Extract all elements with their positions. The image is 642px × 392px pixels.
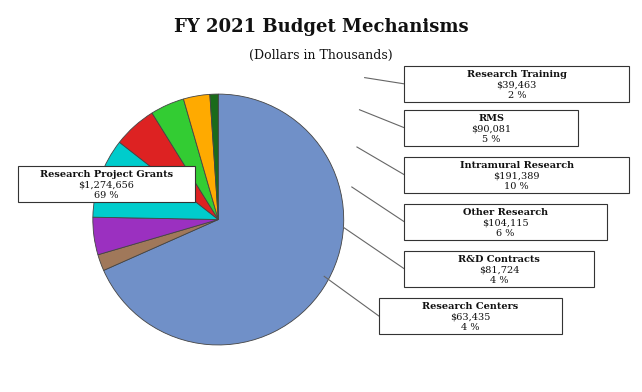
- Wedge shape: [152, 99, 218, 220]
- Text: 4 %: 4 %: [461, 323, 480, 332]
- Text: Research Centers: Research Centers: [422, 302, 518, 311]
- Wedge shape: [210, 94, 218, 220]
- Text: $39,463: $39,463: [497, 80, 537, 89]
- Text: Other Research: Other Research: [463, 208, 548, 217]
- Wedge shape: [98, 220, 218, 270]
- Text: FY 2021 Budget Mechanisms: FY 2021 Budget Mechanisms: [174, 18, 468, 36]
- Text: $104,115: $104,115: [482, 218, 529, 227]
- Text: 10 %: 10 %: [505, 182, 529, 191]
- Wedge shape: [103, 94, 343, 345]
- Text: (Dollars in Thousands): (Dollars in Thousands): [249, 49, 393, 62]
- Text: $90,081: $90,081: [471, 124, 511, 133]
- Text: 4 %: 4 %: [490, 276, 508, 285]
- Text: RMS: RMS: [478, 114, 504, 123]
- Wedge shape: [93, 217, 218, 255]
- Text: 5 %: 5 %: [482, 135, 500, 144]
- Wedge shape: [93, 142, 218, 220]
- Text: Research Training: Research Training: [467, 70, 567, 79]
- Wedge shape: [184, 94, 218, 220]
- Text: $81,724: $81,724: [479, 265, 519, 274]
- Text: R&D Contracts: R&D Contracts: [458, 255, 540, 264]
- Text: $1,274,656: $1,274,656: [78, 180, 134, 189]
- Text: Intramural Research: Intramural Research: [460, 161, 574, 170]
- Text: 2 %: 2 %: [508, 91, 526, 100]
- Text: 6 %: 6 %: [496, 229, 515, 238]
- Wedge shape: [119, 113, 218, 220]
- Text: 69 %: 69 %: [94, 191, 119, 200]
- Text: Research Project Grants: Research Project Grants: [40, 170, 173, 179]
- Text: $63,435: $63,435: [450, 312, 490, 321]
- Text: $191,389: $191,389: [494, 171, 540, 180]
